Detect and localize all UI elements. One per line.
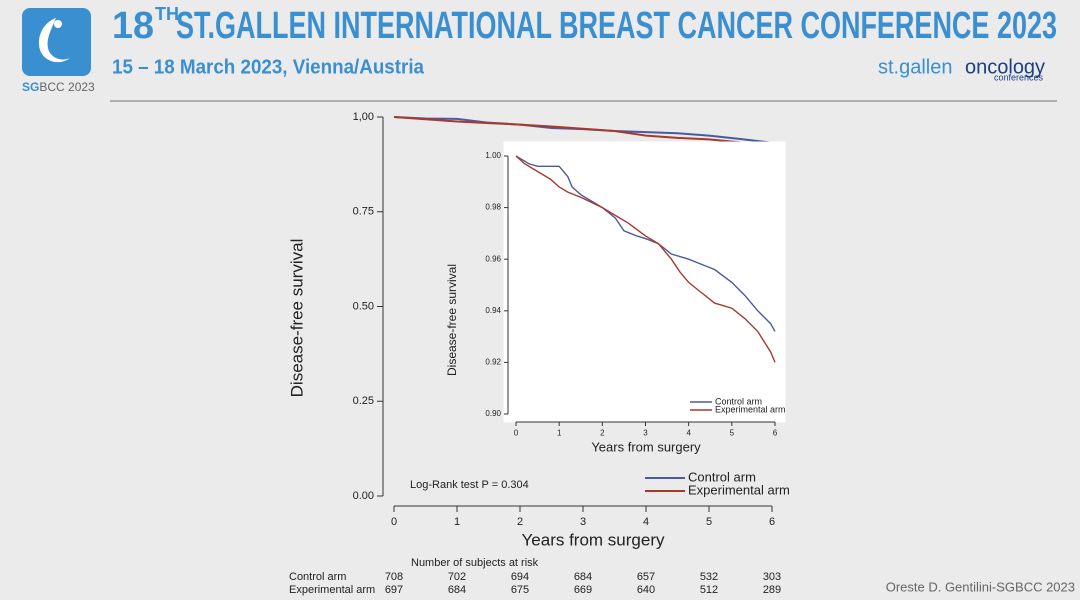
- risk-count: 684: [448, 584, 466, 596]
- risk-count: 657: [637, 571, 655, 583]
- brand-b: oncology: [965, 56, 1045, 78]
- risk-count: 708: [385, 571, 403, 583]
- x-tick-label: 2: [517, 516, 523, 528]
- x-tick-label: 4: [686, 428, 691, 437]
- x-tick-label: 1: [454, 516, 460, 528]
- legend-label: Control arm: [688, 469, 756, 484]
- x-tick-label: 6: [773, 428, 778, 437]
- x-tick-label: 5: [706, 516, 712, 528]
- risk-row-label: Control arm: [289, 571, 346, 583]
- risk-count: 669: [574, 584, 592, 596]
- risk-count: 532: [700, 571, 718, 583]
- logo-text: SGBCC 2023: [22, 80, 95, 94]
- legend-label: Experimental arm: [688, 482, 790, 497]
- y-tick-label: 0.90: [485, 409, 501, 418]
- risk-count: 289: [763, 584, 781, 596]
- risk-count: 640: [637, 584, 655, 596]
- x-tick-label: 3: [643, 428, 648, 437]
- risk-row-label: Experimental arm: [289, 584, 375, 596]
- y-tick-label: 1.00: [485, 151, 501, 160]
- x-tick-label: 4: [643, 516, 649, 528]
- risk-title: Number of subjects at risk: [411, 557, 539, 569]
- brand-a: st.gallen: [878, 56, 953, 78]
- risk-count: 697: [385, 584, 403, 596]
- x-tick-label: 5: [730, 428, 735, 437]
- title: ST.GALLEN INTERNATIONAL BREAST CANCER CO…: [176, 5, 1057, 47]
- y-axis-label: Disease-free survival: [445, 264, 459, 376]
- y-axis-label: Disease-free survival: [287, 239, 306, 398]
- y-tick-label: 0.92: [485, 358, 501, 367]
- x-tick-label: 2: [600, 428, 605, 437]
- logo-rest: BCC 2023: [39, 80, 95, 94]
- x-tick-label: 3: [580, 516, 586, 528]
- y-tick-label: 0.00: [353, 490, 374, 502]
- risk-count: 702: [448, 571, 466, 583]
- y-tick-label: 0.25: [353, 395, 374, 407]
- legend-label: Control arm: [715, 396, 762, 406]
- x-tick-label: 6: [769, 516, 775, 528]
- risk-count: 684: [574, 571, 592, 583]
- logo-dot: [54, 20, 62, 28]
- credit: Oreste D. Gentilini-SGBCC 2023: [886, 579, 1075, 594]
- y-tick-label: 0.96: [485, 254, 501, 263]
- annotation: Log-Rank test P = 0.304: [410, 479, 529, 491]
- km-curve: [515, 155, 776, 363]
- risk-count: 303: [763, 571, 781, 583]
- risk-count: 694: [511, 571, 529, 583]
- x-tick-label: 0: [391, 516, 397, 528]
- x-axis-label: Years from surgery: [591, 439, 701, 454]
- risk-count: 675: [511, 584, 529, 596]
- legend-label: Experimental arm: [715, 404, 786, 414]
- y-tick-label: 0.98: [485, 203, 501, 212]
- logo-sg: SG: [22, 80, 39, 94]
- km-curve: [393, 116, 773, 149]
- title-sup: TH: [155, 4, 179, 24]
- y-tick-label: 0.75: [353, 206, 374, 218]
- title-number: 18: [112, 5, 154, 47]
- logo-badge: [22, 8, 91, 76]
- inset-panel: [503, 141, 786, 423]
- y-tick-label: 0.94: [485, 306, 501, 315]
- y-tick-label: 0.50: [353, 300, 374, 312]
- risk-count: 512: [700, 584, 718, 596]
- x-axis-label: Years from surgery: [522, 530, 665, 549]
- subtitle: 15 – 18 March 2023, Vienna/Austria: [112, 56, 425, 78]
- brand-c: conferences: [994, 72, 1044, 82]
- x-tick-label: 1: [557, 428, 562, 437]
- y-tick-label: 1,00: [353, 111, 374, 123]
- km-curve: [515, 155, 776, 332]
- logo-mark: [38, 18, 70, 63]
- x-tick-label: 0: [514, 428, 519, 437]
